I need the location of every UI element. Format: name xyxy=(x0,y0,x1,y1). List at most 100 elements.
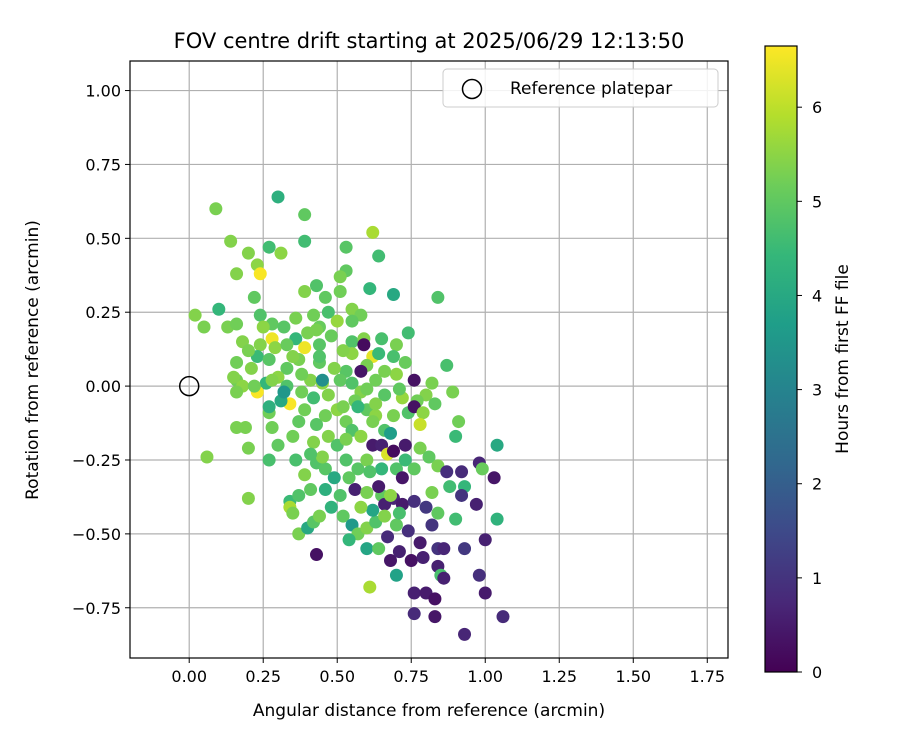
data-point xyxy=(351,400,365,414)
colorbar-tick-label: 5 xyxy=(812,192,822,211)
data-point xyxy=(277,385,291,399)
data-point xyxy=(366,415,380,429)
data-point xyxy=(384,488,398,502)
data-point xyxy=(378,364,392,378)
data-point xyxy=(318,462,332,476)
y-tick-label: 0.50 xyxy=(85,229,121,248)
data-point xyxy=(407,607,421,621)
colorbar-ticks: 0 1 2 3 4 5 6 xyxy=(797,98,822,682)
data-point xyxy=(271,438,285,452)
data-point xyxy=(378,388,392,402)
data-point xyxy=(247,379,261,393)
data-point xyxy=(360,542,374,556)
y-tick-label: 0.25 xyxy=(85,303,121,322)
data-point xyxy=(321,388,335,402)
data-point xyxy=(472,568,486,582)
data-point xyxy=(449,512,463,526)
data-point xyxy=(212,302,226,316)
data-point xyxy=(304,447,318,461)
data-point xyxy=(227,370,241,384)
data-point xyxy=(298,285,312,299)
data-point xyxy=(315,450,329,464)
data-point xyxy=(455,465,469,479)
data-point xyxy=(312,338,326,352)
data-point xyxy=(345,376,359,390)
data-point xyxy=(422,450,436,464)
data-point xyxy=(307,435,321,449)
data-point xyxy=(478,586,492,600)
colorbar: 0 1 2 3 4 5 6 Hours from first FF file xyxy=(764,45,853,682)
colorbar-tick-label: 4 xyxy=(812,286,822,305)
data-point xyxy=(392,382,406,396)
data-point xyxy=(310,279,324,293)
colorbar-tick-label: 2 xyxy=(812,475,822,494)
data-point xyxy=(295,385,309,399)
chart-title: FOV centre drift starting at 2025/06/29 … xyxy=(174,29,685,53)
data-point xyxy=(307,308,321,322)
data-point xyxy=(298,403,312,417)
data-point xyxy=(375,332,389,346)
data-point xyxy=(428,610,442,624)
data-point xyxy=(351,462,365,476)
data-points xyxy=(188,190,510,641)
data-point xyxy=(407,586,421,600)
data-point xyxy=(458,627,472,641)
data-point xyxy=(277,320,291,334)
data-point xyxy=(452,415,466,429)
data-point xyxy=(363,465,377,479)
data-point xyxy=(324,500,338,514)
legend: Reference platepar xyxy=(442,68,719,108)
data-point xyxy=(384,426,398,440)
colorbar-label: Hours from first FF file xyxy=(833,264,853,454)
data-point xyxy=(407,462,421,476)
data-point xyxy=(366,438,380,452)
colorbar-gradient xyxy=(765,46,797,672)
data-point xyxy=(241,491,255,505)
data-point xyxy=(478,533,492,547)
legend-entry-reference: Reference platepar xyxy=(510,79,672,99)
data-point xyxy=(437,542,451,556)
colorbar-tick-label: 1 xyxy=(812,569,822,588)
data-point xyxy=(321,305,335,319)
x-axis-ticks: 0.00 0.25 0.50 0.75 1.00 1.25 1.50 1.75 xyxy=(171,658,725,686)
data-point xyxy=(304,483,318,497)
data-point xyxy=(425,376,439,390)
data-point xyxy=(369,397,383,411)
data-point xyxy=(342,471,356,485)
data-point xyxy=(298,341,312,355)
data-point xyxy=(262,453,276,467)
data-point xyxy=(404,553,418,567)
data-point xyxy=(428,397,442,411)
data-point xyxy=(366,225,380,239)
data-point xyxy=(496,610,510,624)
data-point xyxy=(360,382,374,396)
reference-marker-group xyxy=(178,375,200,397)
data-point xyxy=(440,465,454,479)
data-point xyxy=(475,462,489,476)
data-point xyxy=(280,338,294,352)
y-axis-label: Rotation from reference (arcmin) xyxy=(23,220,43,500)
data-point xyxy=(490,438,504,452)
data-point xyxy=(342,533,356,547)
data-point xyxy=(446,385,460,399)
data-point xyxy=(395,471,409,485)
data-point xyxy=(324,329,338,343)
data-point xyxy=(262,353,276,366)
y-tick-label: 1.00 xyxy=(85,82,121,101)
data-point xyxy=(443,480,457,494)
legend-reference-marker xyxy=(461,78,483,100)
data-point xyxy=(386,287,400,301)
data-point xyxy=(440,358,454,372)
colorbar-tick-label: 0 xyxy=(812,663,822,682)
data-point xyxy=(360,453,374,467)
data-point xyxy=(321,429,335,443)
data-point xyxy=(354,364,368,378)
data-point xyxy=(386,409,400,423)
data-point xyxy=(357,338,371,352)
x-tick-label: 0.00 xyxy=(171,667,207,686)
data-point xyxy=(392,506,406,520)
data-point xyxy=(271,190,285,204)
data-point xyxy=(318,409,332,423)
data-point xyxy=(419,500,433,514)
